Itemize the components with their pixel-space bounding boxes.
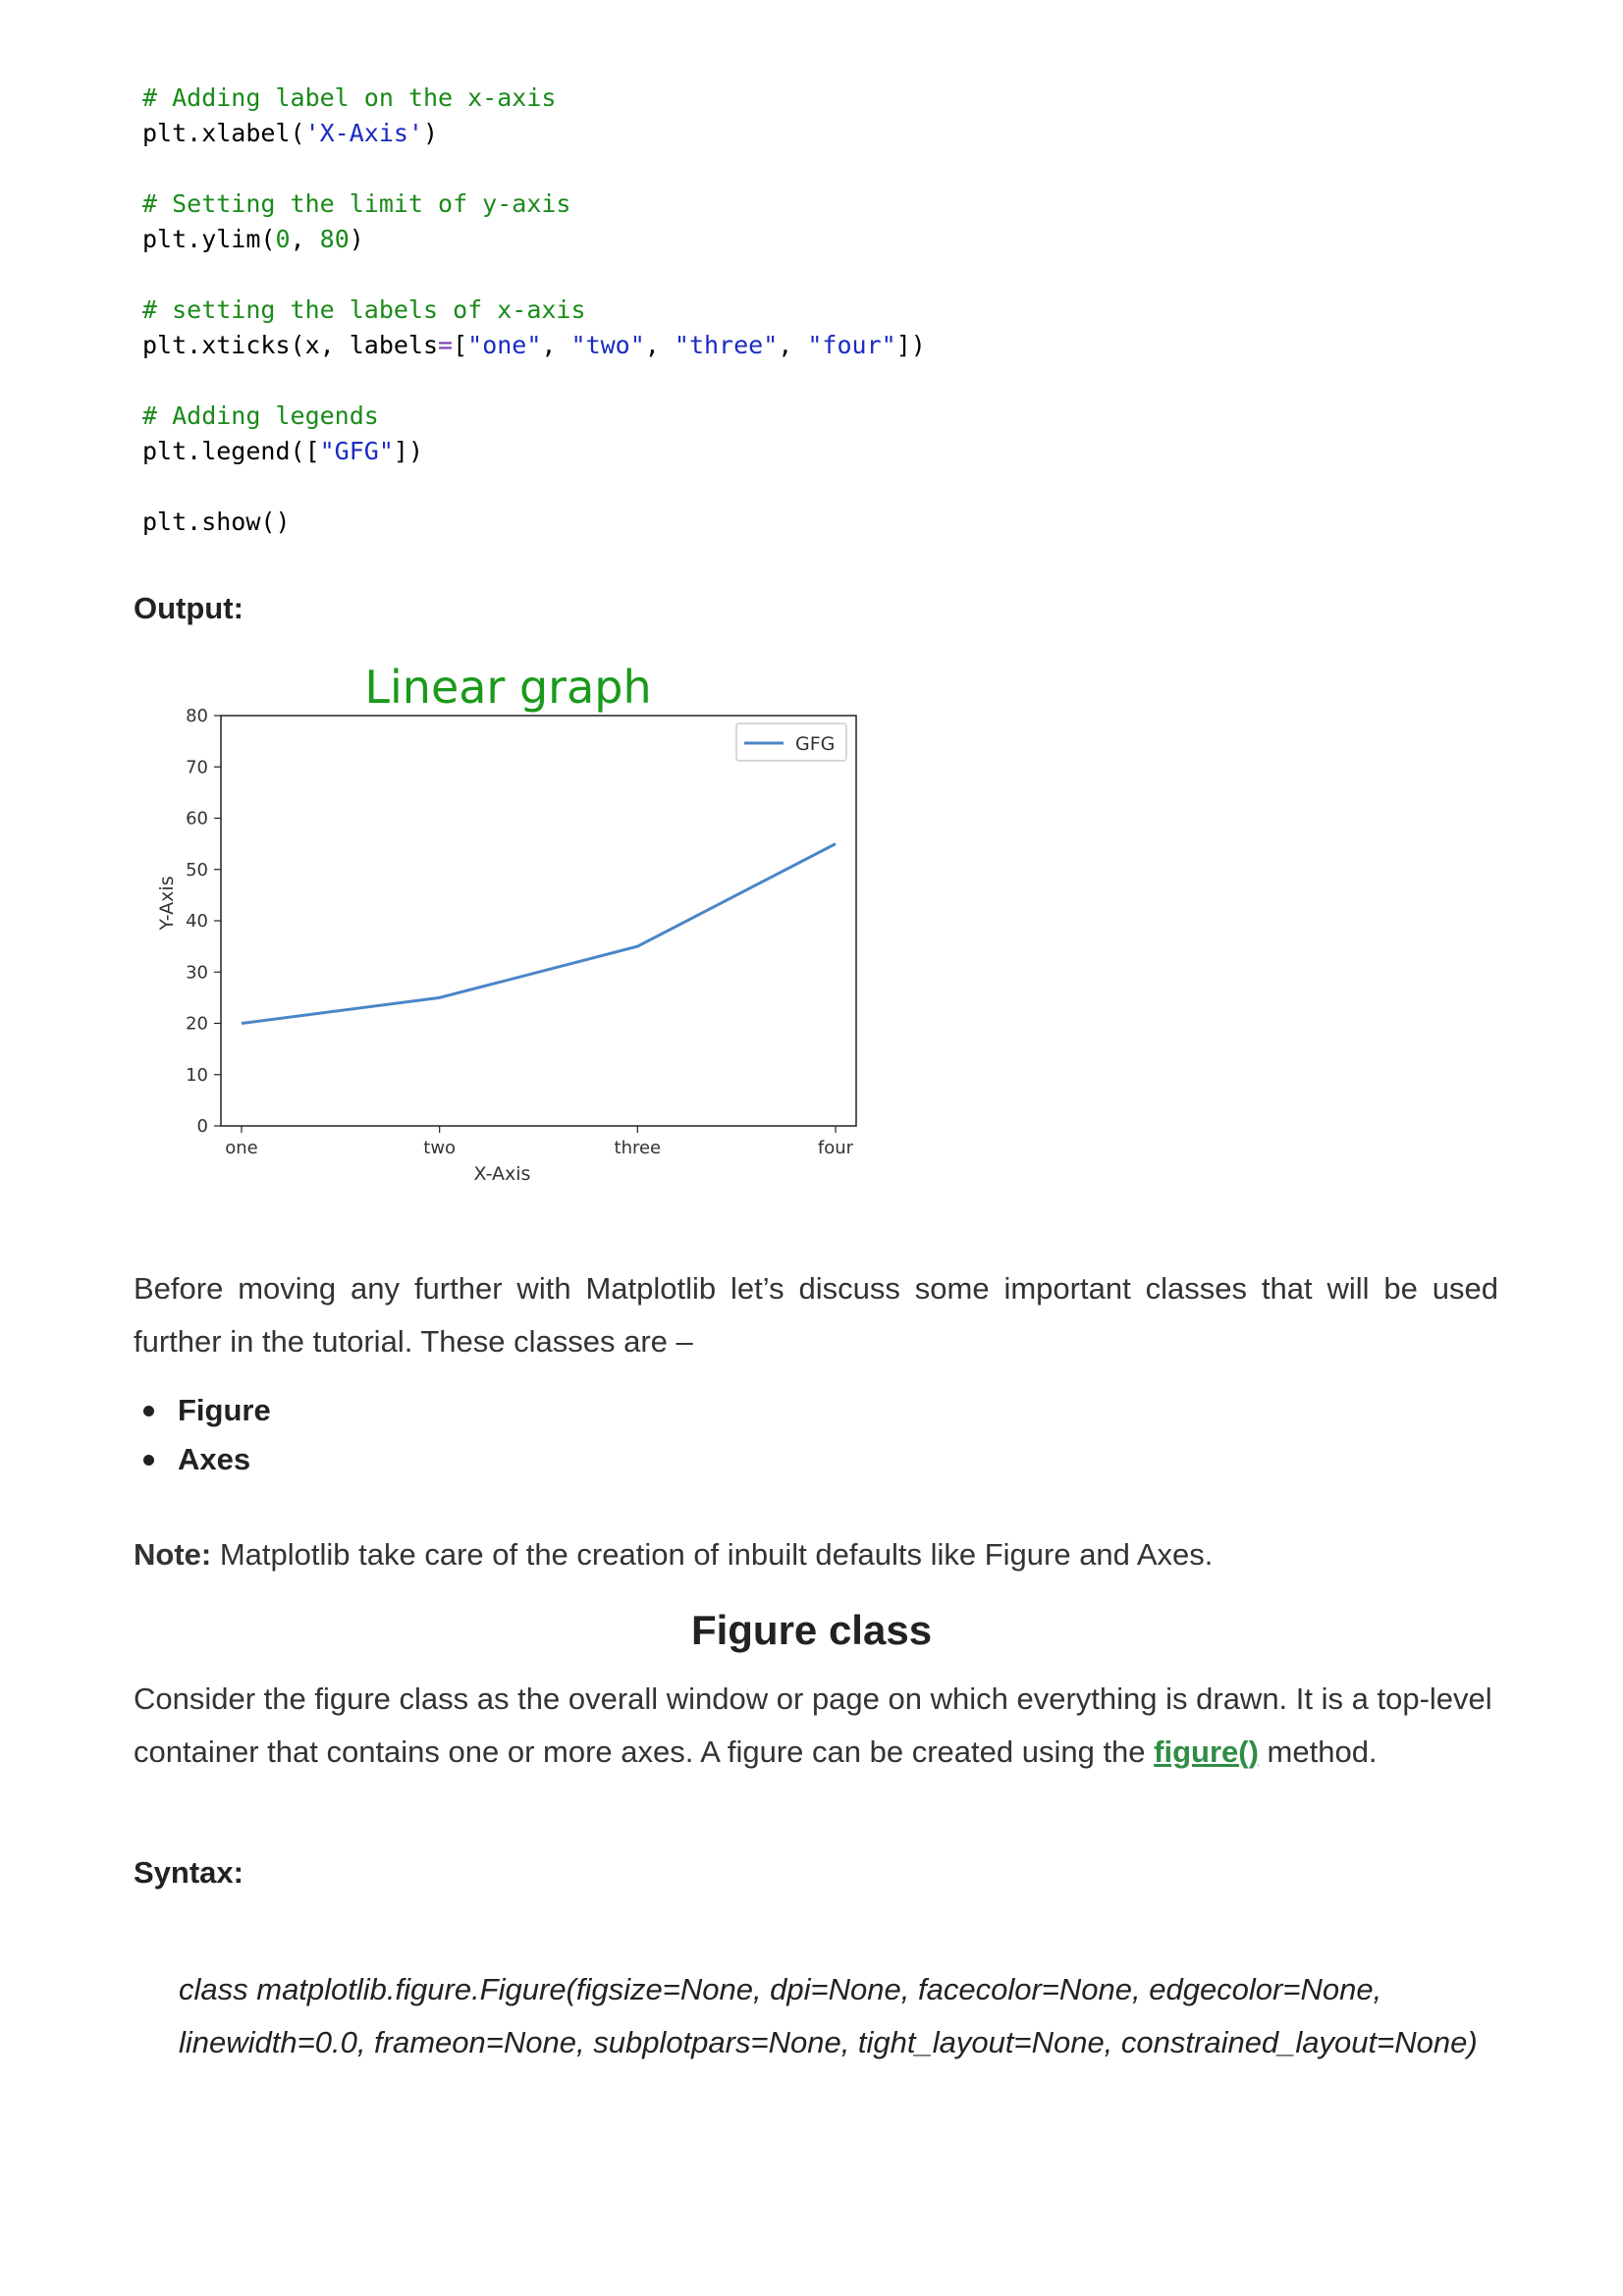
figure-paragraph-text: Consider the figure class as the overall… bbox=[134, 1682, 1492, 1769]
code-text: plt.show() bbox=[142, 507, 291, 536]
code-text: ]) bbox=[393, 437, 423, 465]
bullet-icon bbox=[143, 1455, 154, 1466]
code-string: "GFG" bbox=[319, 437, 394, 465]
code-text: plt.legend([ bbox=[142, 437, 320, 465]
y-tick-label: 30 bbox=[186, 962, 208, 983]
classes-list: Figure Axes bbox=[134, 1386, 271, 1484]
list-item-label: Axes bbox=[178, 1442, 251, 1476]
code-comment: # setting the labels of x-axis bbox=[142, 295, 586, 324]
y-tick-label: 0 bbox=[197, 1116, 208, 1137]
code-text: plt.xticks(x, labels bbox=[142, 331, 439, 359]
code-string: 'X-Axis' bbox=[304, 119, 423, 147]
code-text: ) bbox=[349, 225, 364, 253]
code-number: 80 bbox=[319, 225, 350, 253]
x-tick-label: three bbox=[615, 1138, 662, 1158]
syntax-label: Syntax: bbox=[134, 1855, 243, 1890]
figure-paragraph: Consider the figure class as the overall… bbox=[134, 1673, 1508, 1779]
line-chart: Linear graph 0 10 20 30 40 50 60 70 80 one two three… bbox=[156, 661, 857, 1185]
code-text: , bbox=[644, 331, 675, 359]
note-paragraph: Note: Matplotlib take care of the creati… bbox=[134, 1528, 1498, 1581]
figure-paragraph-end: method. bbox=[1258, 1735, 1378, 1769]
code-text: plt.xlabel( bbox=[142, 119, 305, 147]
section-title: Figure class bbox=[690, 1607, 933, 1653]
series-line-gfg bbox=[241, 842, 837, 1025]
y-tick-label: 80 bbox=[186, 706, 208, 726]
code-number: 0 bbox=[275, 225, 291, 253]
list-item-label: Figure bbox=[178, 1393, 271, 1427]
plot-frame bbox=[220, 715, 857, 1127]
figure-link[interactable]: figure() bbox=[1154, 1735, 1259, 1769]
intro-paragraph: Before moving any further with Matplotli… bbox=[134, 1271, 1498, 1359]
x-tick-label: one bbox=[225, 1138, 258, 1158]
y-tick-label: 20 bbox=[186, 1014, 208, 1035]
code-text: plt.ylim( bbox=[142, 225, 276, 253]
legend-box bbox=[735, 722, 847, 762]
code-text: [ bbox=[453, 331, 468, 359]
y-tick-label: 40 bbox=[186, 911, 208, 932]
code-comment: # Setting the limit of y-axis bbox=[142, 189, 571, 218]
syntax-text: class matplotlib.figure.Figure(figsize=N… bbox=[179, 1972, 1478, 2059]
code-string: "four" bbox=[807, 331, 896, 359]
code-text: , bbox=[778, 331, 808, 359]
bullet-icon bbox=[143, 1406, 154, 1416]
code-comment: # Adding legends bbox=[142, 401, 379, 430]
code-text: ) bbox=[423, 119, 439, 147]
code-text: , bbox=[541, 331, 571, 359]
code-string: "three" bbox=[674, 331, 779, 359]
code-operator: = bbox=[438, 331, 454, 359]
y-axis-label: Y-Axis bbox=[156, 876, 178, 931]
y-tick-label: 10 bbox=[186, 1065, 208, 1086]
note-label: Note: bbox=[134, 1537, 212, 1572]
chart-title: Linear graph bbox=[364, 661, 651, 714]
code-text: , bbox=[290, 225, 320, 253]
output-label: Output: bbox=[134, 591, 243, 625]
code-string: "two" bbox=[570, 331, 645, 359]
code-string: "one" bbox=[467, 331, 542, 359]
x-tick-label: four bbox=[818, 1138, 854, 1158]
y-tick-label: 70 bbox=[186, 757, 208, 777]
list-item: Axes bbox=[134, 1435, 271, 1484]
x-tick-label: two bbox=[423, 1138, 456, 1158]
note-text: Matplotlib take care of the creation of … bbox=[211, 1537, 1214, 1572]
code-comment: # Adding label on the x-axis bbox=[142, 83, 557, 112]
x-axis-label: X-Axis bbox=[474, 1163, 531, 1185]
code-block: # Adding label on the x-axis plt.xlabel(… bbox=[142, 80, 926, 540]
code-text: ]) bbox=[895, 331, 926, 359]
list-item: Figure bbox=[134, 1386, 271, 1435]
legend-label: GFG bbox=[795, 733, 835, 755]
y-tick-label: 60 bbox=[186, 809, 208, 829]
y-tick-label: 50 bbox=[186, 860, 208, 881]
